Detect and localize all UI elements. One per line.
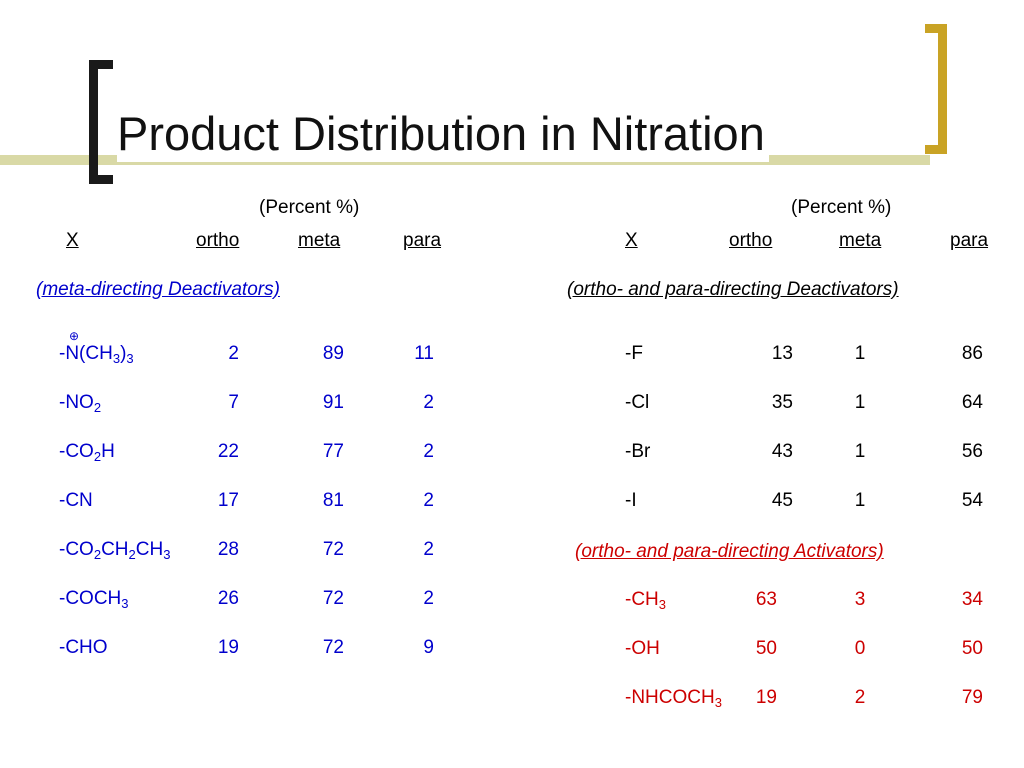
para-percent-cell: 11	[414, 343, 434, 364]
left-bracket-decoration	[89, 60, 113, 184]
substituent-cell: -CO2H	[59, 441, 115, 464]
para-percent-cell: 2	[423, 392, 434, 413]
left-header-ortho: ortho	[196, 230, 240, 251]
ortho-percent-cell: 19	[755, 687, 777, 708]
ortho-percent-cell: 28	[217, 539, 239, 560]
meta-percent-cell: 72	[322, 637, 344, 658]
ortho-percent-cell: 13	[771, 343, 793, 364]
ortho-percent-cell: 19	[217, 637, 239, 658]
right-header-para: para	[950, 230, 989, 251]
left-header-meta: meta	[298, 230, 341, 251]
para-percent-cell: 2	[423, 441, 434, 462]
meta-percent-cell: 1	[854, 490, 866, 511]
meta-percent-cell: 0	[854, 638, 866, 659]
positive-charge-symbol: ⊕	[69, 329, 80, 343]
meta-percent-cell: 89	[322, 343, 344, 364]
meta-percent-cell: 3	[854, 589, 866, 610]
right-activators-label: (ortho- and para-directing Activators)	[575, 541, 884, 562]
ortho-percent-cell: 26	[217, 588, 239, 609]
right-deactivators-label: (ortho- and para-directing Deactivators)	[567, 279, 899, 300]
para-percent-cell: 86	[961, 343, 983, 364]
ortho-percent-cell: 43	[771, 441, 793, 462]
substituent-cell: -OH	[625, 638, 660, 659]
meta-percent-cell: 2	[854, 687, 866, 708]
para-percent-cell: 50	[961, 638, 983, 659]
substituent-cell: -F	[625, 343, 643, 364]
substituent-cell: -N(CH3)3	[59, 343, 134, 366]
meta-percent-cell: 1	[854, 343, 866, 364]
ortho-percent-cell: 7	[228, 392, 239, 413]
right-header-ortho: ortho	[729, 230, 773, 251]
left-header-para: para	[403, 230, 442, 251]
para-percent-cell: 2	[423, 490, 434, 511]
right-bracket-decoration	[925, 24, 947, 154]
para-percent-cell: 56	[961, 441, 983, 462]
substituent-cell: -Br	[625, 441, 651, 462]
right-header-meta: meta	[839, 230, 882, 251]
para-percent-cell: 2	[423, 539, 434, 560]
left-header-x: X	[66, 230, 79, 251]
substituent-cell: -I	[625, 490, 637, 511]
left-section-label: (meta-directing Deactivators)	[36, 279, 280, 300]
substituent-cell: -NO2	[59, 392, 102, 415]
substituent-cell: -CH3	[625, 589, 667, 612]
substituent-cell: -NHCOCH3	[625, 687, 722, 710]
ortho-percent-cell: 22	[217, 441, 239, 462]
substituent-cell: -CHO	[59, 637, 108, 658]
meta-percent-cell: 1	[854, 441, 866, 462]
meta-percent-cell: 81	[322, 490, 344, 511]
meta-percent-cell: 77	[322, 441, 344, 462]
substituent-cell: -COCH3	[59, 588, 129, 611]
ortho-percent-cell: 63	[755, 589, 777, 610]
para-percent-cell: 79	[961, 687, 983, 708]
para-percent-cell: 64	[961, 392, 983, 413]
slide-title: Product Distribution in Nitration	[117, 106, 769, 162]
substituent-cell: -CO2CH2CH3	[59, 539, 171, 562]
substituent-cell: -Cl	[625, 392, 650, 413]
ortho-percent-cell: 45	[771, 490, 793, 511]
para-percent-cell: 2	[423, 588, 434, 609]
ortho-percent-cell: 50	[755, 638, 777, 659]
ortho-percent-cell: 17	[217, 490, 239, 511]
meta-percent-cell: 72	[322, 588, 344, 609]
right-header-x: X	[625, 230, 638, 251]
meta-percent-cell: 1	[854, 392, 866, 413]
ortho-percent-cell: 35	[771, 392, 793, 413]
para-percent-cell: 34	[961, 589, 983, 610]
substituent-cell: -CN	[59, 490, 93, 511]
meta-percent-cell: 91	[322, 392, 344, 413]
ortho-percent-cell: 2	[228, 343, 239, 364]
para-percent-cell: 9	[423, 637, 434, 658]
left-percent-label: (Percent %)	[259, 197, 360, 218]
meta-percent-cell: 72	[322, 539, 344, 560]
right-percent-label: (Percent %)	[791, 197, 892, 218]
para-percent-cell: 54	[961, 490, 983, 511]
